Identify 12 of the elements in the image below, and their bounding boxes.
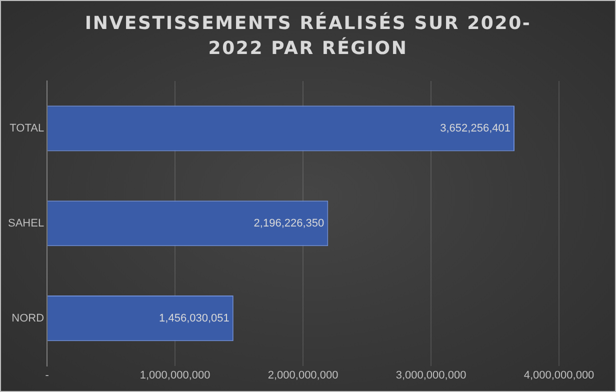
x-tick-label: 4,000,000,000: [524, 369, 594, 382]
x-tick-label: -: [45, 369, 50, 382]
x-tick-label: 3,000,000,000: [396, 369, 466, 382]
data-label: 2,196,226,350: [254, 217, 324, 230]
chart-title: INVESTISSEMENTS RÉALISÉS SUR 2020-2022 PAR RÉGION: [84, 11, 532, 61]
data-label: 3,652,256,401: [440, 122, 510, 134]
y-tick-label: SAHEL: [8, 217, 44, 230]
y-tick-label: TOTAL: [10, 122, 44, 134]
x-tick-label: 2,000,000,000: [268, 369, 338, 382]
data-label: 1,456,030,051: [159, 312, 230, 324]
y-tick-label: NORD: [12, 312, 44, 324]
x-tick-label: 1,000,000,000: [140, 369, 210, 382]
